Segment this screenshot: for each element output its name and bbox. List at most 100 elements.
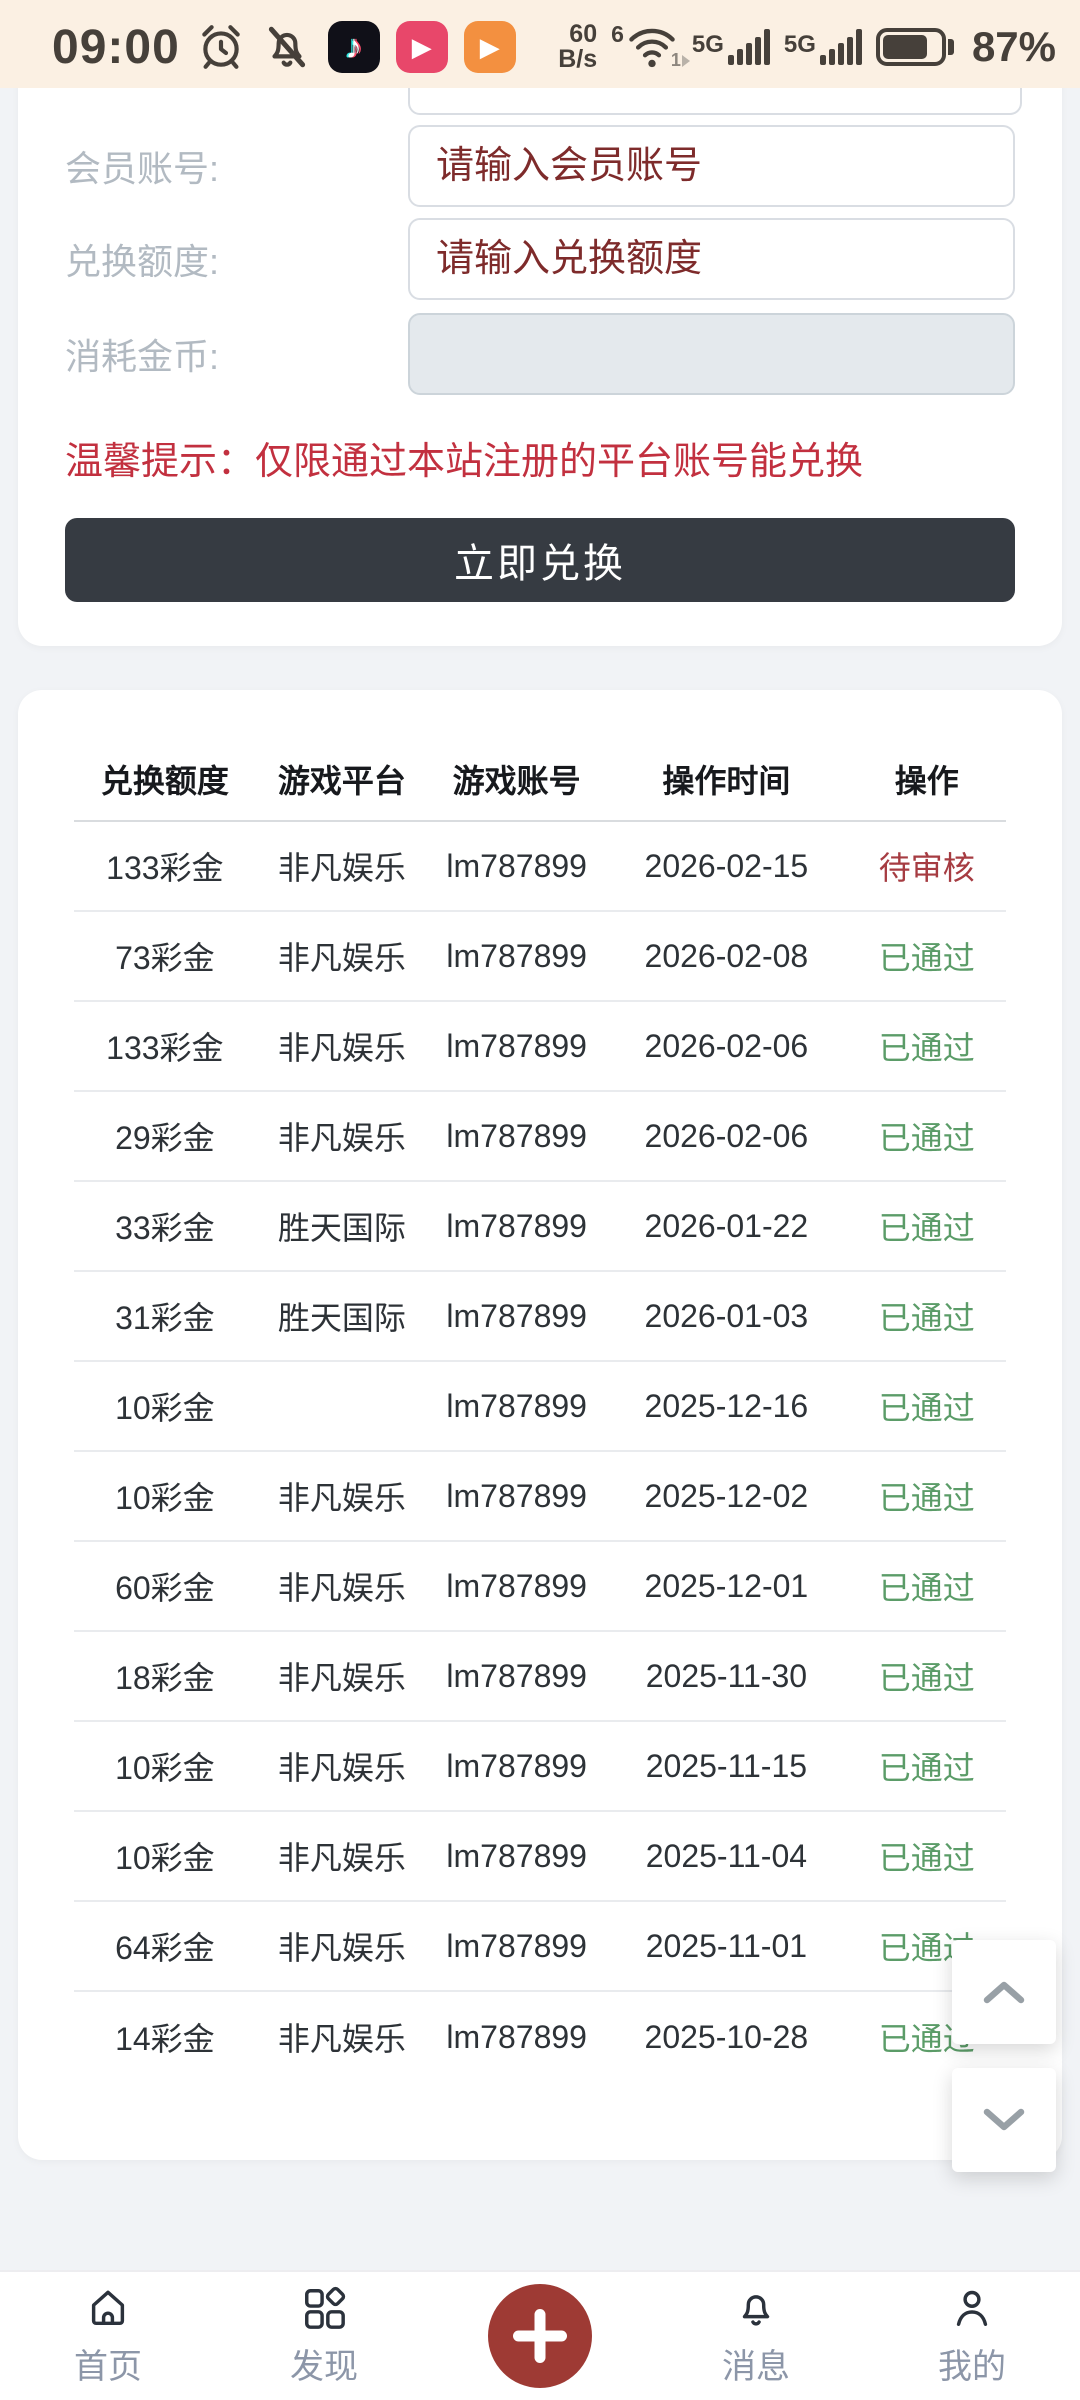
nav-item-discover[interactable]: 发现: [216, 2272, 432, 2400]
table-cell: 非凡娱乐: [277, 1930, 406, 1966]
exchange-now-button[interactable]: 立即兑换: [65, 518, 1015, 602]
nav-item-profile[interactable]: 我的: [864, 2272, 1080, 2400]
nav-label-discover: 发现: [290, 2347, 358, 2386]
table-cell: lm787899: [446, 1027, 587, 1064]
table-row: 133彩金 非凡娱乐 lm787899 2026-02-15 待审核: [74, 822, 1006, 912]
network-speed-value: 60: [569, 19, 598, 48]
table-row: 10彩金 lm787899 2025-12-16 已通过: [74, 1362, 1006, 1452]
table-row: 18彩金 非凡娱乐 lm787899 2025-11-30 已通过: [74, 1632, 1006, 1722]
muted-bell-icon: [268, 26, 305, 68]
table-cell: 2025-12-02: [644, 1477, 809, 1514]
table-cell: lm787899: [446, 1207, 587, 1244]
signal-sim1-icon: 5G: [692, 29, 770, 65]
table-cell: 非凡娱乐: [277, 1120, 406, 1156]
table-cell: lm787899: [446, 1747, 587, 1784]
table-cell: 73彩金: [115, 940, 215, 976]
table-cell: 60彩金: [115, 1570, 215, 1606]
status-cell: 已通过: [878, 1030, 975, 1066]
table-cell: 2026-02-08: [644, 937, 809, 974]
status-cell: 已通过: [878, 1840, 975, 1876]
member-account-row: 会员账号:: [65, 125, 1015, 207]
bottom-nav: 首页 发现 消息 我的: [0, 2270, 1080, 2400]
exchange-history-card: 兑换额度 游戏平台 游戏账号 操作时间 操作 133彩金 非凡娱乐 lm787899…: [18, 690, 1062, 2160]
status-cell: 已通过: [878, 1300, 975, 1336]
table-row: 73彩金 非凡娱乐 lm787899 2026-02-08 已通过: [74, 912, 1006, 1002]
wifi-badge: 6: [611, 21, 624, 47]
tiktok-app-icon: ♪: [327, 21, 380, 73]
person-icon: [956, 2290, 988, 2326]
exchange-form-card: 会员账号: 兑换额度: 消耗金币: 温馨提示：仅限通过本站注册的平台账号能兑换 …: [18, 25, 1062, 646]
status-cell: 待审核: [878, 850, 975, 886]
table-cell: lm787899: [446, 1387, 587, 1424]
table-cell: 64彩金: [115, 1930, 215, 1966]
clock-time: 09:00: [52, 20, 180, 74]
wifi-icon: 6 1: [611, 21, 681, 71]
member-account-input[interactable]: [408, 125, 1015, 207]
status-cell: 已通过: [878, 1390, 975, 1426]
nav-item-messages[interactable]: 消息: [648, 2272, 864, 2400]
table-cell: 2026-02-06: [644, 1027, 809, 1064]
sim1-bars: [727, 29, 770, 65]
battery-icon: [875, 28, 954, 66]
member-account-label: 会员账号:: [65, 148, 220, 189]
signal-sim2-icon: 5G: [784, 29, 862, 65]
status-bar: 09:00 ♪ ▶ ▶ 60 B/s 6: [0, 0, 1080, 88]
table-cell: 14彩金: [115, 2021, 215, 2057]
table-cell: 非凡娱乐: [277, 1750, 406, 1786]
table-cell: lm787899: [446, 937, 587, 974]
table-row: 10彩金 非凡娱乐 lm787899 2025-11-04 已通过: [74, 1812, 1006, 1902]
table-cell: 29彩金: [115, 1120, 215, 1156]
scroll-up-button[interactable]: [952, 1940, 1056, 2044]
nav-label-messages: 消息: [722, 2347, 790, 2386]
table-row: 14彩金 非凡娱乐 lm787899 2025-10-28 已通过: [74, 1992, 1006, 2082]
col-header-action: 操作: [894, 763, 959, 799]
status-bar-left: 09:00 ♪ ▶ ▶: [52, 20, 516, 75]
sim2-bars: [819, 29, 862, 65]
exchange-amount-row: 兑换额度:: [65, 218, 1015, 300]
wifi-waves-icon: [629, 28, 675, 68]
table-cell: 133彩金: [106, 1030, 224, 1066]
status-cell: 已通过: [878, 1570, 975, 1606]
table-cell: lm787899: [446, 1477, 587, 1514]
table-cell: 2025-10-28: [644, 2018, 809, 2055]
network-speed-unit: B/s: [558, 45, 598, 73]
scroll-down-button[interactable]: [952, 2068, 1056, 2172]
battery-percent: 87%: [971, 23, 1056, 70]
wifi-sub-indicator: 1: [671, 50, 690, 71]
table-cell: 非凡娱乐: [277, 850, 406, 886]
table-cell: 10彩金: [115, 1390, 215, 1426]
table-row: 10彩金 非凡娱乐 lm787899 2025-11-15 已通过: [74, 1722, 1006, 1812]
video-app-icon-orange: ▶: [463, 21, 516, 73]
table-cell: 31彩金: [115, 1300, 215, 1336]
network-speed: 60 B/s: [558, 19, 598, 73]
coins-cost-row: 消耗金币:: [65, 313, 1015, 395]
table-cell: 2026-02-15: [644, 847, 809, 884]
table-cell: 胜天国际: [277, 1300, 406, 1336]
sim2-label: 5G: [783, 31, 816, 58]
status-cell: 已通过: [878, 1750, 975, 1786]
nav-item-home[interactable]: 首页: [0, 2272, 216, 2400]
table-body: 133彩金 非凡娱乐 lm787899 2026-02-15 待审核 73彩金 非凡娱乐 lm…: [74, 822, 1006, 2082]
table-cell: 2025-11-15: [645, 1747, 808, 1784]
table-cell: 2026-02-06: [644, 1117, 809, 1154]
table-cell: 133彩金: [106, 850, 224, 886]
status-cell: 已通过: [878, 940, 975, 976]
table-cell: 2025-11-30: [645, 1657, 808, 1694]
table-cell: 2026-01-03: [644, 1297, 809, 1334]
status-cell: 已通过: [878, 1480, 975, 1516]
table-cell: lm787899: [446, 1657, 587, 1694]
status-cell: 已通过: [878, 1210, 975, 1246]
home-icon: [91, 2290, 125, 2325]
chevron-down-icon: [983, 2108, 1025, 2131]
exchange-amount-input[interactable]: [408, 218, 1015, 300]
nav-plus-slot: [432, 2272, 648, 2400]
add-button[interactable]: [488, 2284, 592, 2388]
table-cell: lm787899: [446, 1117, 587, 1154]
col-header-amount: 兑换额度: [100, 763, 229, 799]
alarm-icon: [202, 25, 240, 69]
sim1-label: 5G: [691, 31, 724, 58]
table-cell: 10彩金: [115, 1840, 215, 1876]
table-cell: lm787899: [446, 1297, 587, 1334]
table-cell: lm787899: [446, 847, 587, 884]
